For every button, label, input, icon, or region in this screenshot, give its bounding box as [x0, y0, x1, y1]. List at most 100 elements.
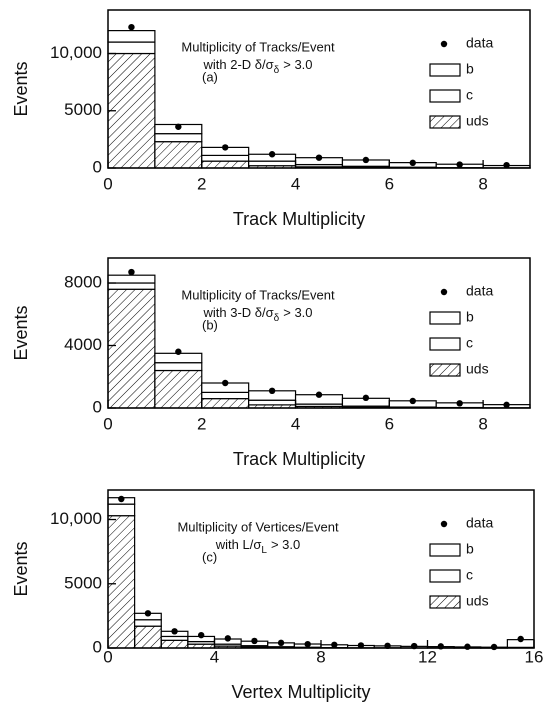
- x-tick-label: 2: [197, 414, 206, 433]
- histogram-bar: [201, 398, 250, 409]
- y-tick-label: 10,000: [50, 43, 102, 62]
- annotation-subscript: δ: [274, 65, 280, 76]
- data-point: [175, 123, 182, 130]
- legend-marker: [440, 288, 448, 296]
- data-point: [268, 151, 276, 158]
- annotation-part: with 2-D δ/σ: [202, 57, 273, 72]
- legend-swatch: [429, 311, 461, 325]
- histogram-bar: [107, 515, 136, 649]
- histogram-bar: [154, 362, 203, 372]
- data-point: [517, 635, 524, 643]
- data-point: [251, 637, 258, 645]
- data-point: [277, 639, 285, 647]
- histogram-bar: [107, 30, 156, 43]
- y-axis-title: Events: [11, 541, 31, 596]
- legend-swatch: [429, 89, 461, 103]
- data-point: [490, 643, 498, 651]
- data-point: [456, 400, 463, 407]
- annotation: with 2-D δ/σδ > 3.0: [202, 57, 312, 75]
- data-point: [362, 394, 370, 402]
- data-point: [503, 401, 510, 409]
- data-point: [503, 161, 510, 169]
- data-point: [456, 161, 463, 168]
- panel-label: (a): [202, 69, 218, 84]
- data-point: [224, 635, 232, 642]
- histogram-bar: [134, 619, 162, 627]
- annotation: Multiplicity of Tracks/Event: [181, 39, 335, 54]
- panel-label: (b): [202, 317, 218, 332]
- legend-marker: [440, 520, 448, 528]
- data-point: [118, 495, 125, 503]
- data-point: [128, 23, 135, 31]
- data-point: [144, 610, 152, 617]
- data-point: [357, 642, 365, 649]
- data-point: [175, 348, 182, 355]
- data-point: [315, 154, 323, 161]
- annotation-part: with L/σ: [215, 537, 262, 552]
- legend-label: c: [466, 335, 473, 351]
- legend-label: c: [466, 87, 473, 103]
- legend-label: b: [466, 61, 474, 77]
- annotation-part: with 3-D δ/σ: [202, 305, 273, 320]
- legend-label: uds: [466, 593, 489, 609]
- histogram-bar: [107, 288, 156, 409]
- legend-label: data: [466, 35, 493, 51]
- annotation-subscript: L: [261, 545, 267, 556]
- legend-label: uds: [466, 361, 489, 377]
- annotation: Multiplicity of Vertices/Event: [177, 519, 339, 534]
- y-tick-label: 0: [93, 637, 102, 656]
- legend-marker: [440, 40, 448, 48]
- legend-swatch: [429, 115, 461, 129]
- data-point: [128, 268, 135, 276]
- legend-label: data: [466, 283, 493, 299]
- x-tick-label: 0: [103, 174, 112, 193]
- y-axis-title: Events: [11, 61, 31, 116]
- legend-label: data: [466, 515, 493, 531]
- y-tick-label: 10,000: [50, 509, 102, 528]
- x-axis-title: Track Multiplicity: [233, 209, 365, 229]
- data-point: [331, 641, 338, 648]
- annotation-part: > 3.0: [283, 57, 312, 72]
- histogram-bar: [107, 274, 156, 284]
- legend-label: uds: [466, 113, 489, 129]
- x-axis-title: Vertex Multiplicity: [231, 682, 370, 702]
- x-tick-label: 12: [418, 647, 437, 666]
- x-tick-label: 4: [291, 174, 300, 193]
- annotation: with 3-D δ/σδ > 3.0: [202, 305, 312, 323]
- x-tick-label: 4: [210, 647, 219, 666]
- x-axis-title: Track Multiplicity: [233, 449, 365, 469]
- legend-label: c: [466, 567, 473, 583]
- histogram-bar: [201, 391, 250, 400]
- histogram-bar: [160, 639, 189, 649]
- legend-label: b: [466, 541, 474, 557]
- y-tick-label: 5000: [64, 573, 102, 592]
- legend-swatch: [429, 595, 461, 609]
- data-point: [171, 628, 178, 635]
- data-point: [268, 387, 276, 395]
- histogram-bar: [248, 160, 297, 167]
- legend-swatch: [429, 63, 461, 77]
- annotation: with L/σL > 3.0: [215, 537, 300, 555]
- x-tick-label: 8: [316, 647, 325, 666]
- y-axis-title: Events: [11, 305, 31, 360]
- x-tick-label: 8: [478, 174, 487, 193]
- x-tick-label: 6: [385, 414, 394, 433]
- histogram-bar: [107, 503, 136, 517]
- x-tick-label: 0: [103, 647, 112, 666]
- plot-frame: [107, 257, 531, 409]
- histogram-bar: [248, 399, 297, 406]
- y-tick-label: 0: [93, 157, 102, 176]
- legend-swatch: [429, 569, 461, 583]
- panel-label: (c): [202, 549, 217, 564]
- annotation: Multiplicity of Tracks/Event: [181, 287, 335, 302]
- x-tick-label: 16: [525, 647, 544, 666]
- data-point: [409, 397, 416, 405]
- annotation-subscript: δ: [274, 313, 280, 324]
- histogram-bar: [107, 282, 156, 290]
- y-tick-label: 5000: [64, 100, 102, 119]
- data-point: [362, 156, 370, 164]
- data-point: [197, 631, 205, 639]
- annotation-part: > 3.0: [283, 305, 312, 320]
- legend-swatch: [429, 337, 461, 351]
- histogram-bar: [154, 369, 203, 409]
